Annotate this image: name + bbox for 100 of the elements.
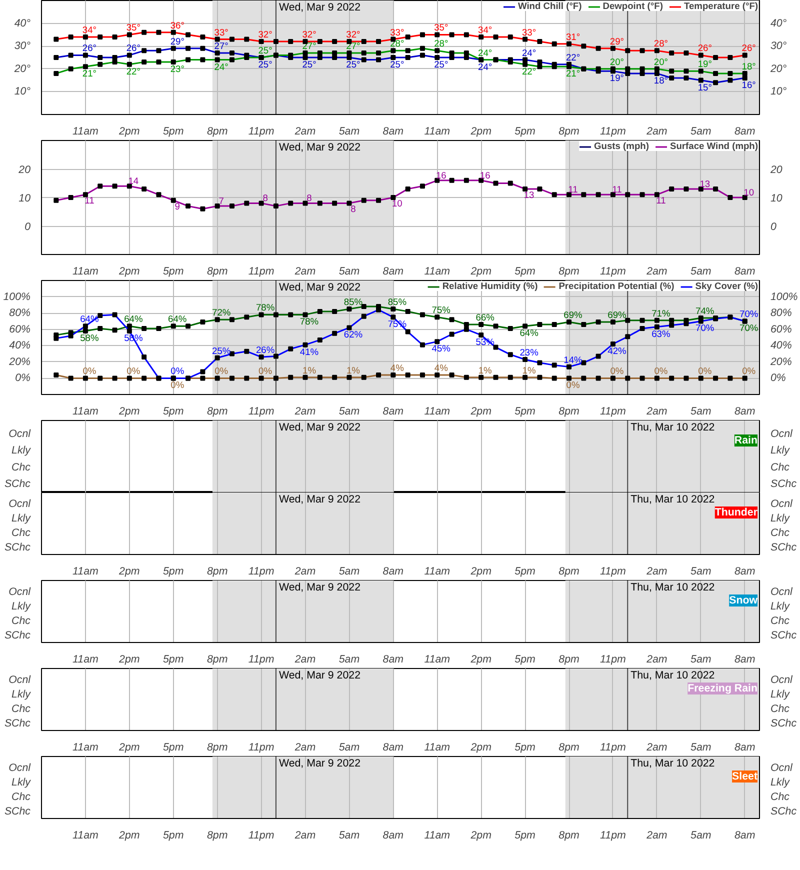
x-tick-label: 2pm — [470, 654, 492, 666]
y-tick-label: Ocnl — [770, 762, 794, 774]
x-tick-label: 11am — [424, 266, 450, 278]
data-label: 24° — [214, 62, 229, 72]
data-label: 25° — [302, 60, 317, 70]
x-tick-label: 5pm — [163, 406, 184, 418]
x-tick-label: 5pm — [514, 126, 536, 138]
y-tick-label: Lkly — [770, 776, 790, 788]
x-tick-label: 5am — [690, 830, 712, 842]
x-tick-label: 11pm — [248, 830, 274, 842]
x-tick-label: 11pm — [600, 830, 626, 842]
data-label: 26° — [126, 43, 141, 54]
text: Snow — [729, 594, 758, 606]
data-label: 0% — [742, 366, 756, 376]
data-label: 25% — [212, 346, 231, 356]
x-tick-label: 2am — [646, 830, 668, 842]
x-tick-label: 8pm — [558, 654, 580, 666]
x-tick-label: 2am — [294, 406, 316, 418]
data-label: 21° — [82, 68, 97, 79]
x-tick-label: 2am — [646, 266, 668, 278]
ref-line-label: Thu, Mar 10 2022 — [630, 422, 715, 434]
data-label: 32° — [346, 30, 361, 40]
legend-label: Relative Humidity (%) — [442, 281, 538, 291]
x-tick-label: 8pm — [558, 266, 580, 278]
data-label: 0% — [170, 380, 184, 390]
data-label: 0% — [258, 366, 272, 376]
ref-line-label: Thu, Mar 10 2022 — [630, 494, 715, 506]
y-tick-label: 10 — [18, 192, 31, 204]
data-label: 32° — [258, 30, 273, 40]
x-tick-label: 5am — [690, 126, 712, 138]
x-tick-label: 2am — [646, 654, 668, 666]
x-tick-label: 5pm — [514, 266, 536, 278]
x-tick-label: 5am — [338, 126, 360, 138]
data-label: 13 — [524, 190, 534, 200]
x-tick-label: 11am — [424, 566, 450, 578]
x-tick-label: 11am — [72, 830, 99, 842]
ref-line-label: Wed, Mar 9 2022 — [278, 422, 361, 434]
y-tick-label: 0 — [24, 221, 31, 233]
data-label: 16 — [480, 170, 490, 180]
x-tick-label: 2pm — [118, 126, 140, 138]
data-label: 13 — [700, 178, 710, 189]
x-tick-label: 8pm — [558, 742, 580, 754]
data-label: 27° — [214, 40, 229, 51]
text: Sleet — [732, 770, 758, 782]
x-tick-label: 5am — [690, 266, 712, 278]
x-tick-label: 5pm — [163, 126, 184, 138]
ref-line-label: Wed, Mar 9 2022 — [278, 758, 361, 770]
data-label: 75% — [432, 305, 450, 316]
data-label: 72% — [212, 308, 231, 318]
data-label: 25° — [346, 60, 361, 70]
data-label: 33° — [522, 27, 536, 38]
data-label: 35° — [126, 22, 141, 33]
data-label: 85% — [388, 297, 407, 307]
x-tick-label: 5pm — [514, 830, 536, 842]
x-tick-label: 8am — [382, 126, 404, 138]
x-tick-label: 11pm — [600, 406, 626, 418]
data-label: 34° — [82, 24, 97, 35]
x-tick-label: 2pm — [118, 830, 140, 842]
x-tick-label: 8am — [734, 830, 756, 842]
data-label: 0% — [82, 366, 96, 376]
ref-line-label: Wed, Mar 9 2022 — [278, 142, 361, 154]
x-tick-label: 11pm — [600, 126, 626, 138]
y-tick-label: SChc — [770, 478, 798, 490]
x-tick-label: 5am — [338, 406, 360, 418]
x-tick-label: 11am — [72, 654, 99, 666]
ref-line-label: Wed, Mar 9 2022 — [278, 670, 361, 682]
x-tick-label: 11pm — [600, 654, 626, 666]
x-tick-label: 2am — [294, 654, 316, 666]
data-label: 24° — [522, 48, 536, 58]
data-label: 35° — [434, 22, 448, 33]
text: Freezing Rain — [688, 682, 758, 694]
data-label: 0% — [698, 366, 712, 376]
x-tick-label: 11am — [424, 742, 450, 754]
data-label: 0% — [214, 366, 228, 376]
x-tick-label: 2pm — [118, 566, 140, 578]
y-tick-label: SChc — [770, 805, 798, 818]
y-tick-label: SChc — [770, 541, 798, 554]
x-tick-label: 2am — [646, 742, 668, 754]
data-label: 69% — [564, 310, 582, 320]
data-label: 18° — [654, 75, 668, 86]
x-tick-label: 8am — [382, 742, 404, 754]
x-tick-label: 2am — [646, 566, 668, 578]
x-tick-label: 5pm — [514, 406, 536, 418]
data-label: 19° — [698, 59, 712, 70]
y-tick-label: Ocnl — [770, 428, 794, 440]
data-label: 11 — [656, 196, 666, 206]
x-tick-label: 11am — [72, 742, 99, 754]
x-tick-label: 2pm — [470, 830, 492, 842]
y-tick-label: 20 — [18, 164, 31, 176]
data-label: 66% — [476, 312, 494, 322]
data-label: 1% — [302, 365, 316, 376]
data-label: 64% — [168, 314, 187, 324]
data-label: 29° — [170, 36, 185, 46]
x-tick-label: 5pm — [514, 654, 536, 666]
x-tick-label: 11am — [72, 566, 99, 578]
x-tick-label: 5am — [338, 830, 360, 842]
x-tick-label: 8am — [734, 406, 756, 418]
x-tick-label: 8pm — [206, 830, 228, 842]
ref-line-label: Thu, Mar 10 2022 — [630, 758, 715, 770]
data-label: 19° — [610, 73, 624, 84]
